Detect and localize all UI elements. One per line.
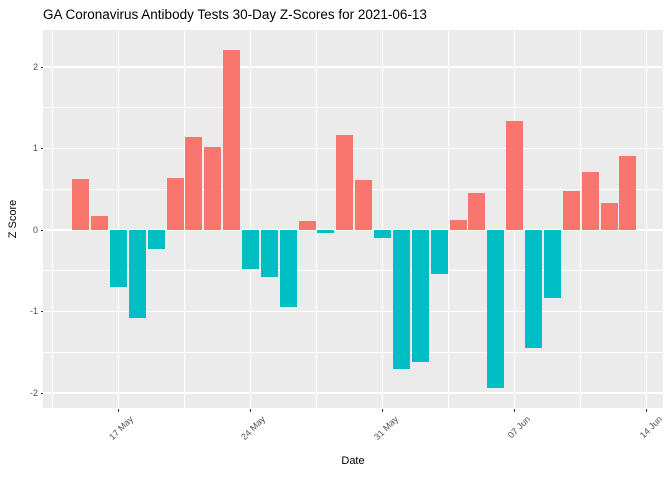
x-gridline-major	[381, 30, 384, 408]
bar	[581, 172, 599, 230]
y-tick-mark	[40, 229, 43, 231]
x-gridline-minor	[316, 30, 317, 408]
bar	[543, 230, 561, 298]
x-tick-mark	[117, 408, 119, 412]
x-tick-label: 07 Jun	[505, 414, 532, 441]
bar	[487, 230, 505, 389]
bar	[600, 203, 618, 230]
bar	[185, 137, 203, 230]
bar	[562, 190, 580, 230]
x-tick-mark	[514, 408, 516, 412]
y-tick-label: 0	[32, 224, 38, 235]
bar	[241, 230, 259, 270]
bar	[392, 230, 410, 370]
bar	[147, 230, 165, 249]
bar	[468, 192, 486, 230]
bar	[619, 155, 637, 230]
x-gridline-minor	[580, 30, 581, 408]
bar	[317, 230, 335, 234]
y-gridline-minor	[43, 270, 663, 272]
x-tick-mark	[382, 408, 384, 412]
x-tick-label: 24 May	[239, 414, 268, 442]
bar	[223, 49, 241, 230]
x-tick-label: 31 May	[371, 414, 400, 442]
x-tick-label: 17 May	[107, 414, 136, 442]
x-gridline-major	[249, 30, 252, 408]
bar	[260, 230, 278, 278]
y-tick-mark	[40, 392, 43, 394]
plot-panel	[43, 30, 663, 408]
bar	[298, 221, 316, 230]
bar	[91, 216, 108, 230]
bar	[374, 230, 391, 239]
y-gridline-major	[43, 310, 663, 313]
x-tick-mark	[249, 408, 251, 412]
bar	[109, 230, 127, 287]
x-gridline-minor	[448, 30, 449, 408]
y-gridline-major	[43, 66, 663, 68]
x-tick-label: 14 Jun	[637, 414, 664, 441]
bar	[506, 120, 524, 230]
y-gridline-major	[43, 229, 663, 231]
bar	[72, 178, 90, 230]
y-gridline-major	[43, 392, 663, 394]
bar	[430, 230, 448, 274]
y-gridline-minor	[43, 107, 663, 109]
x-axis-title: Date	[341, 455, 365, 467]
y-tick-label: -2	[29, 387, 38, 398]
y-axis-title: Z Score	[7, 199, 19, 239]
y-tick-mark	[40, 311, 43, 312]
bar	[355, 179, 373, 230]
x-gridline-major	[117, 30, 119, 408]
bar	[279, 230, 297, 308]
bar	[128, 230, 146, 318]
y-gridline-minor	[43, 351, 663, 353]
bar	[204, 146, 222, 230]
x-gridline-minor	[51, 30, 53, 408]
x-gridline-minor	[184, 30, 185, 408]
y-tick-label: 1	[32, 143, 38, 153]
y-tick-mark	[40, 148, 43, 149]
bar	[166, 177, 184, 230]
y-tick-label: 2	[32, 61, 38, 72]
bar	[525, 230, 542, 349]
bar	[411, 230, 429, 362]
bar	[336, 134, 354, 230]
y-tick-mark	[40, 66, 43, 68]
chart-title: GA Coronavirus Antibody Tests 30-Day Z-S…	[43, 7, 427, 22]
x-gridline-major	[646, 30, 648, 408]
y-tick-label: -1	[29, 306, 38, 316]
bar	[449, 220, 467, 230]
x-tick-mark	[646, 408, 648, 412]
